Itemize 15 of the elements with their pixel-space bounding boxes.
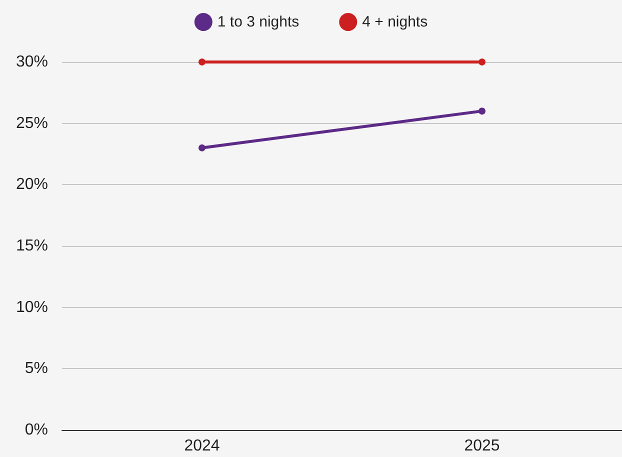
point bbox=[478, 58, 486, 66]
y-tick-label: 5% bbox=[24, 360, 48, 378]
legend-label: 4 + nights bbox=[362, 14, 428, 30]
point bbox=[198, 58, 206, 66]
x-tick-label: 2025 bbox=[464, 438, 500, 454]
y-tick-label: 15% bbox=[16, 238, 48, 254]
legend-label: 1 to 3 nights bbox=[217, 14, 300, 30]
point bbox=[198, 144, 206, 152]
y-tick-label: 20% bbox=[16, 176, 48, 194]
x-tick-label: 2024 bbox=[184, 438, 220, 454]
y-tick-label: 25% bbox=[16, 114, 48, 132]
y-tick-label: 0% bbox=[24, 422, 48, 438]
point bbox=[478, 108, 486, 115]
y-tick-label: 10% bbox=[16, 298, 48, 316]
y-tick-label: 30% bbox=[16, 54, 48, 70]
